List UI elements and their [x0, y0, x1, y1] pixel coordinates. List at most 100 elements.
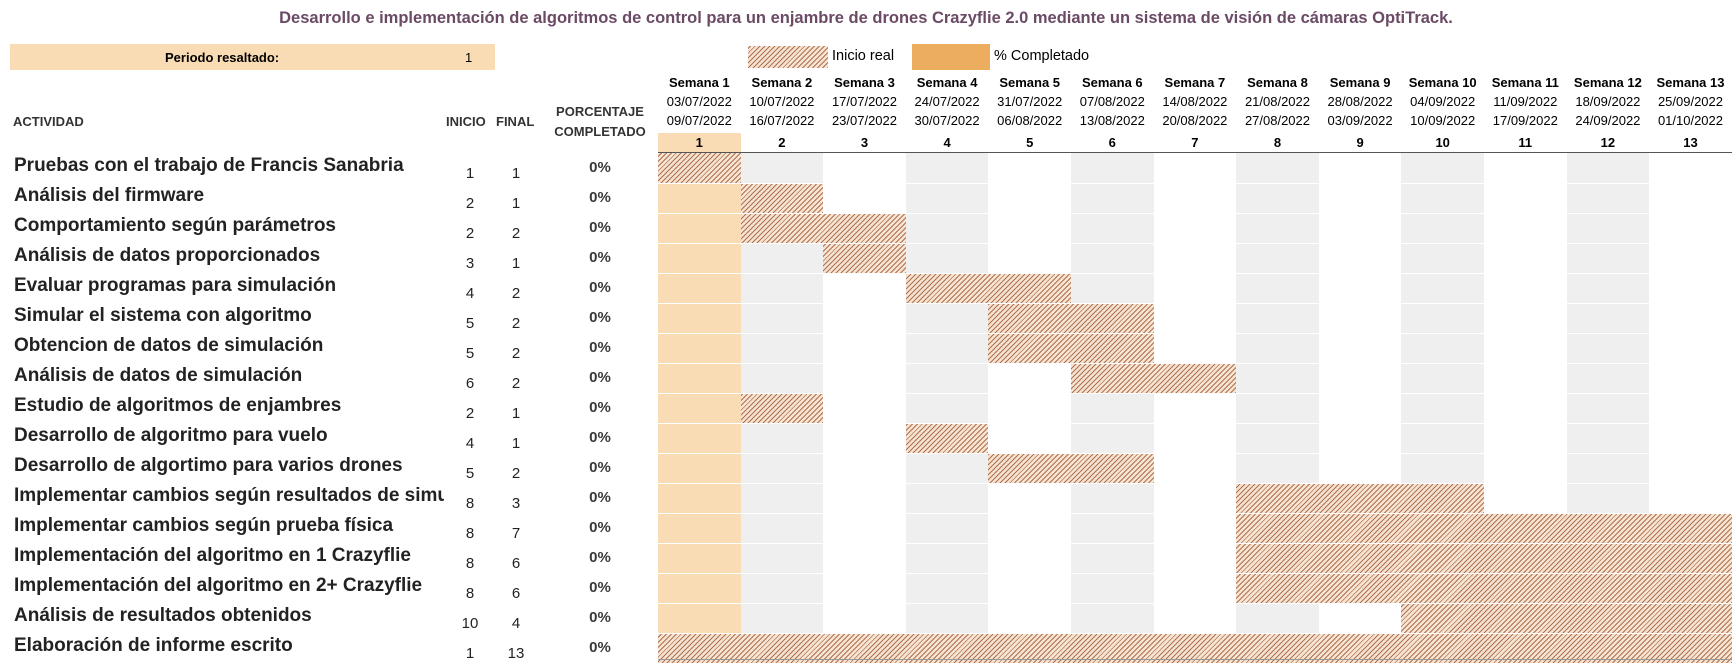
row-divider	[658, 363, 1732, 364]
week-end-date: 16/07/2022	[749, 113, 815, 128]
task-duration: 2	[511, 285, 521, 302]
row-divider	[658, 213, 1732, 214]
task-bar[interactable]	[658, 153, 741, 183]
task-row: Pruebas con el trabajo de Francis Sanabr…	[0, 153, 1732, 183]
task-start: 10	[461, 615, 479, 632]
task-row: Estudio de algoritmos de enjambres 2 1 0%	[0, 393, 1732, 423]
task-row: Obtencion de datos de simulación 5 2 0%	[0, 333, 1732, 363]
task-percent: 0%	[589, 579, 611, 596]
task-name: Simular el sistema con algoritmo	[14, 305, 312, 326]
task-bar[interactable]	[1236, 513, 1732, 543]
task-duration: 1	[511, 405, 521, 422]
task-percent: 0%	[589, 549, 611, 566]
task-start: 3	[465, 255, 475, 272]
week-end-date: 27/08/2022	[1244, 113, 1311, 128]
task-bar[interactable]	[905, 273, 1071, 303]
task-row: Implementación del algoritmo en 1 Crazyf…	[0, 543, 1732, 573]
row-divider	[658, 183, 1732, 184]
week-number: 2	[778, 135, 786, 150]
task-name: Implementar cambios según prueba física	[14, 515, 394, 536]
week-number: 1	[658, 133, 741, 153]
task-row: Implementación del algoritmo en 2+ Crazy…	[0, 573, 1732, 603]
week-header: Semana 5 31/07/2022 06/08/2022	[984, 73, 1075, 130]
task-start: 8	[465, 555, 475, 572]
task-bar[interactable]	[988, 453, 1154, 483]
row-divider	[658, 483, 1732, 484]
week-header: Semana 1 03/07/2022 09/07/2022	[654, 73, 745, 130]
task-name: Estudio de algoritmos de enjambres	[14, 395, 342, 416]
task-percent: 0%	[589, 399, 611, 416]
week-header: Semana 2 10/07/2022 16/07/2022	[737, 73, 828, 130]
week-start-date: 04/09/2022	[1410, 94, 1476, 109]
task-bar[interactable]	[740, 183, 824, 213]
task-percent: 0%	[589, 639, 611, 656]
task-start: 2	[465, 225, 475, 242]
task-bar[interactable]	[988, 303, 1154, 333]
task-name: Análisis de datos de simulación	[14, 365, 303, 386]
task-bar[interactable]	[740, 213, 906, 243]
task-bar[interactable]	[1236, 543, 1732, 573]
task-percent: 0%	[589, 159, 611, 176]
task-duration: 4	[511, 615, 521, 632]
task-percent: 0%	[589, 369, 611, 386]
week-start-date: 14/08/2022	[1162, 94, 1228, 109]
task-duration: 6	[511, 555, 521, 572]
task-bar[interactable]	[658, 633, 1732, 663]
week-end-date: 06/08/2022	[997, 113, 1063, 128]
task-name: Elaboración de informe escrito	[14, 635, 293, 656]
task-start: 8	[465, 495, 475, 512]
task-bar[interactable]	[1071, 363, 1237, 393]
legend-hatch-swatch	[748, 46, 828, 68]
task-row: Comportamiento según parámetros 2 2 0%	[0, 213, 1732, 243]
row-divider	[658, 393, 1732, 394]
task-percent: 0%	[589, 339, 611, 356]
task-name: Desarrollo de algortimo para varios dron…	[14, 455, 403, 476]
task-start: 1	[465, 645, 475, 662]
week-label: Semana 4	[916, 75, 978, 90]
task-start: 1	[465, 165, 475, 182]
legend-hatch-label: Inicio real	[832, 48, 895, 64]
week-header: Semana 7 14/08/2022 20/08/2022	[1150, 73, 1241, 130]
task-percent: 0%	[589, 189, 611, 206]
task-duration: 2	[511, 225, 521, 242]
week-start-date: 10/07/2022	[749, 94, 815, 109]
task-bar[interactable]	[988, 333, 1154, 363]
task-row: Desarrollo de algortimo para varios dron…	[0, 453, 1732, 483]
period-value[interactable]: 1	[465, 50, 473, 65]
task-bar[interactable]	[740, 393, 824, 423]
task-start: 4	[465, 435, 475, 452]
task-bar[interactable]	[1401, 603, 1732, 633]
task-duration: 1	[511, 165, 521, 182]
row-divider	[658, 303, 1732, 304]
task-duration: 2	[511, 465, 521, 482]
week-end-date: 13/08/2022	[1079, 113, 1145, 128]
week-label: Semana 13	[1656, 75, 1725, 90]
task-row: Implementar cambios según prueba física 8…	[0, 513, 1732, 543]
week-header: Semana 6 07/08/2022 13/08/2022	[1067, 73, 1158, 130]
week-label: Semana 1	[668, 75, 730, 90]
week-end-date: 10/09/2022	[1410, 113, 1476, 128]
header-percent-line2: COMPLETADO	[554, 124, 646, 139]
week-header: Semana 4 24/07/2022 30/07/2022	[902, 73, 993, 130]
week-number: 10	[1435, 135, 1450, 150]
task-duration: 1	[511, 195, 521, 212]
row-divider	[658, 273, 1732, 274]
week-end-date: 23/07/2022	[831, 113, 898, 128]
task-name: Implementación del algoritmo en 1 Crazyf…	[14, 545, 411, 566]
task-bar[interactable]	[823, 243, 906, 273]
week-label: Semana 11	[1491, 75, 1559, 90]
task-row: Análisis de resultados obtenidos 10 4 0%	[0, 603, 1732, 633]
task-bar[interactable]	[1236, 573, 1732, 603]
week-number: 11	[1518, 135, 1533, 150]
task-duration: 2	[511, 315, 521, 332]
task-name: Análisis de datos proporcionados	[14, 245, 321, 266]
task-duration: 13	[507, 645, 525, 662]
task-bar[interactable]	[905, 423, 989, 453]
task-bar[interactable]	[1236, 483, 1484, 513]
week-header: Semana 11 11/09/2022 17/09/2022	[1480, 73, 1571, 130]
week-label: Semana 5	[999, 75, 1061, 90]
week-label: Semana 6	[1081, 75, 1143, 90]
task-row: Simular el sistema con algoritmo 5 2 0%	[0, 303, 1732, 333]
task-percent: 0%	[589, 519, 611, 536]
task-start: 2	[465, 405, 475, 422]
